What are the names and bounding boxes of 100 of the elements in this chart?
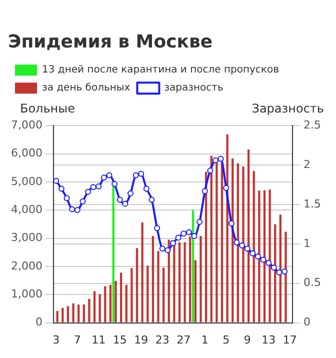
bar — [82, 304, 85, 322]
point — [143, 186, 150, 192]
point — [202, 188, 208, 194]
point — [85, 188, 92, 195]
y2-tick-label: 1 — [304, 236, 311, 250]
point — [254, 254, 261, 260]
y-tick-label: 5,000 — [10, 174, 42, 188]
y-tick-label: 1,000 — [10, 287, 42, 300]
bar — [141, 222, 144, 322]
bar — [200, 236, 202, 322]
bar — [184, 242, 186, 322]
y-tick-label: 2,000 — [10, 259, 42, 272]
point — [122, 200, 128, 207]
y-tick-label: 0 — [35, 316, 42, 329]
point — [132, 172, 139, 178]
y-tick-label: 3,000 — [10, 231, 42, 244]
bar — [93, 291, 96, 322]
y2-tick-label: 0.5 — [304, 276, 322, 290]
point — [186, 229, 192, 236]
y-tick-label: 6,000 — [10, 146, 42, 160]
point — [260, 256, 266, 263]
bar — [162, 268, 165, 322]
bar — [130, 268, 133, 322]
point — [90, 184, 96, 190]
y2-axis-title: Заразность — [252, 102, 324, 116]
point — [244, 246, 250, 252]
bar — [72, 303, 74, 322]
point — [228, 220, 234, 226]
x-tick-label: 9 — [244, 333, 251, 346]
point — [74, 207, 80, 213]
point — [164, 247, 171, 254]
bar — [268, 190, 271, 322]
bar — [157, 250, 160, 322]
bar — [78, 304, 80, 322]
point — [80, 198, 86, 204]
point — [100, 174, 107, 181]
bar — [247, 150, 250, 322]
x-tick-label: 15 — [112, 333, 127, 346]
point — [282, 268, 288, 275]
point — [212, 157, 218, 164]
point — [154, 225, 160, 232]
x-tick-label: 1 — [201, 333, 208, 346]
y2-tick-label: 2.5 — [304, 118, 322, 132]
point — [239, 242, 246, 248]
bar — [252, 170, 255, 322]
point — [106, 172, 112, 178]
point — [250, 250, 256, 256]
bar — [189, 236, 192, 322]
bar — [146, 266, 149, 322]
y2-tick-label: 1.5 — [304, 197, 322, 210]
point — [170, 240, 176, 246]
y-tick-label: 4,000 — [10, 202, 42, 216]
bar — [258, 190, 260, 322]
x-tick-label: 7 — [74, 333, 81, 346]
bar — [194, 260, 197, 322]
bar — [236, 163, 240, 322]
bar — [98, 294, 101, 322]
point — [180, 230, 187, 237]
chart-title: Эпидемия в Москве — [8, 31, 213, 52]
bar — [66, 306, 70, 322]
point — [276, 269, 282, 276]
bar — [109, 284, 112, 322]
x-tick-label: 23 — [155, 333, 170, 346]
point — [175, 234, 182, 241]
bar — [220, 162, 224, 322]
point — [270, 264, 277, 271]
point — [128, 190, 134, 196]
point — [69, 206, 76, 212]
point — [96, 183, 102, 190]
bar — [178, 242, 181, 322]
x-tick-label: 19 — [134, 333, 148, 346]
point — [207, 168, 214, 174]
point — [159, 246, 166, 252]
bar — [120, 272, 122, 322]
y-axis-title: Больные — [20, 102, 76, 116]
point — [112, 180, 118, 187]
bar — [136, 248, 138, 322]
bar — [56, 310, 58, 322]
bar — [125, 284, 128, 322]
x-tick-label: 13 — [262, 333, 276, 346]
bar — [284, 232, 287, 322]
y2-tick-label: 0 — [304, 316, 311, 329]
x-tick-label: 27 — [176, 333, 191, 346]
point — [138, 170, 144, 177]
bar — [114, 280, 117, 322]
bar — [88, 298, 90, 322]
legend-label: за день больных — [42, 82, 130, 94]
x-tick-label: 17 — [282, 333, 297, 346]
point — [234, 239, 240, 246]
point — [223, 184, 230, 191]
point — [148, 196, 155, 203]
x-tick-label: 11 — [92, 333, 106, 346]
point — [266, 260, 272, 266]
bar — [242, 166, 244, 322]
point — [196, 218, 203, 225]
bar — [152, 236, 154, 322]
legend-label: заразность — [164, 82, 224, 94]
point — [218, 156, 224, 162]
point — [116, 196, 123, 203]
point — [64, 195, 70, 202]
